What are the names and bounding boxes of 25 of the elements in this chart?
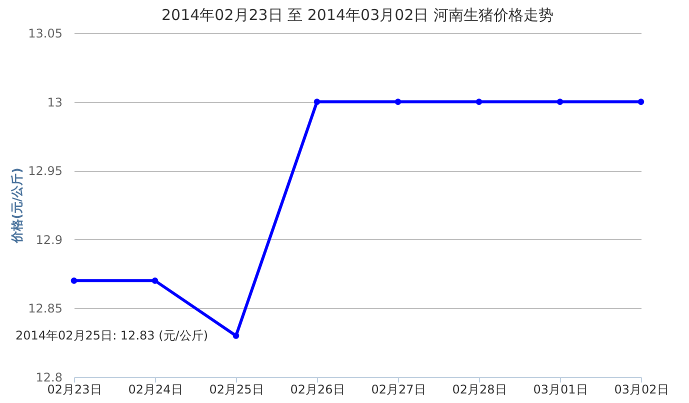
y-tick-label: 13	[47, 95, 62, 110]
x-tick-label: 03月02日	[614, 382, 669, 396]
x-tick-label: 02月23日	[47, 382, 102, 396]
y-tick-label: 12.9	[36, 232, 62, 247]
point	[314, 98, 320, 105]
x-tick-label: 02月27日	[371, 382, 426, 396]
y-tick-label: 12.85	[28, 302, 62, 316]
y-tick-label: 12.95	[28, 164, 62, 178]
y-tick-label: 12.8	[36, 370, 62, 384]
point	[152, 278, 158, 284]
point	[638, 98, 644, 105]
x-tick-label: 02月26日	[290, 382, 345, 396]
point	[394, 98, 402, 105]
point	[70, 278, 78, 284]
point	[232, 332, 240, 339]
y-axis-title: 价格(元/公斤)	[10, 168, 24, 244]
point	[476, 98, 482, 105]
y-tick-label: 13.05	[28, 26, 62, 40]
chart-title: 2014年02月23日 至 2014年03月02日 河南生猪价格走势	[162, 6, 554, 24]
x-tick-label: 02月25日	[209, 382, 264, 396]
x-tick-label: 02月28日	[452, 382, 507, 396]
x-tick-label: 02月24日	[128, 382, 183, 396]
point	[556, 98, 564, 105]
x-tick-label: 03月01日	[533, 382, 588, 396]
annotation: 2014年02月25日: 12.83 (元/公斤)	[15, 328, 208, 343]
